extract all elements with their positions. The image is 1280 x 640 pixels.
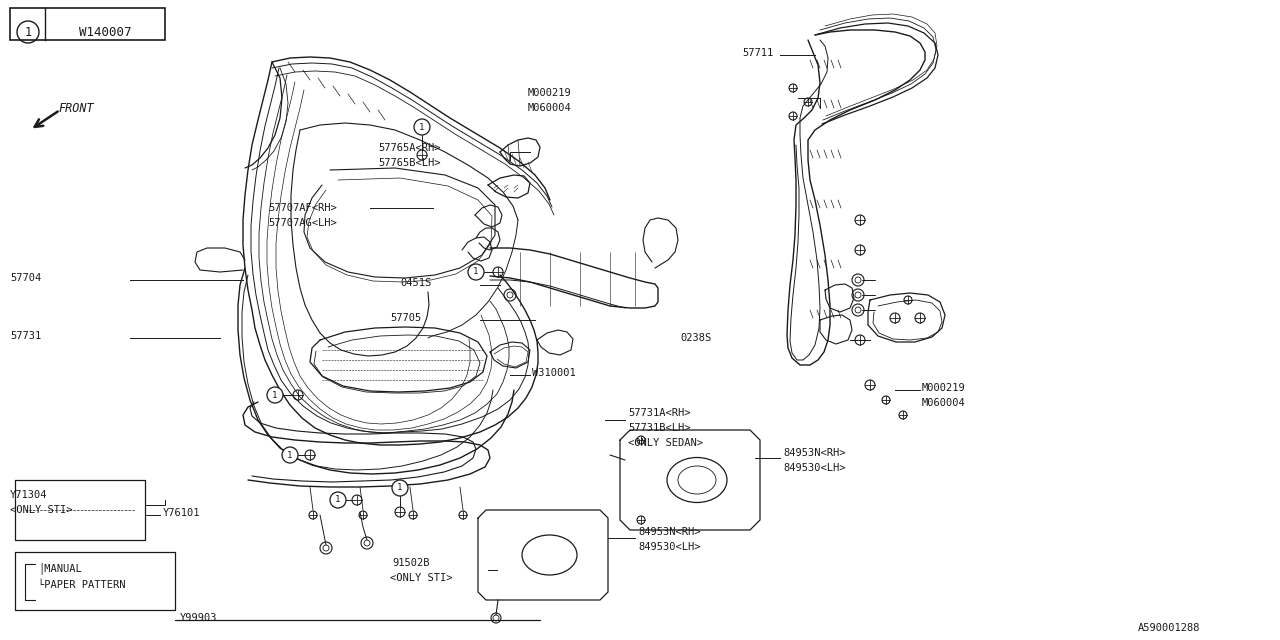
Text: 57765B<LH>: 57765B<LH> (378, 158, 440, 168)
Circle shape (330, 492, 346, 508)
Text: 57711: 57711 (742, 48, 773, 58)
Text: 57731A<RH>: 57731A<RH> (628, 408, 690, 418)
Text: 84953N<RH>: 84953N<RH> (637, 527, 700, 537)
Text: 0238S: 0238S (680, 333, 712, 343)
Circle shape (468, 264, 484, 280)
Text: M060004: M060004 (922, 398, 965, 408)
Text: <ONLY STI>: <ONLY STI> (10, 505, 73, 515)
Text: 91502B: 91502B (392, 558, 430, 568)
Bar (10, 8, 165, 40)
Text: Y71304: Y71304 (10, 490, 47, 500)
Text: M000219: M000219 (529, 88, 572, 98)
Circle shape (392, 480, 408, 496)
Text: W140007: W140007 (79, 26, 132, 38)
Text: └PAPER PATTERN: └PAPER PATTERN (38, 580, 125, 590)
Circle shape (268, 387, 283, 403)
Text: 57707AG<LH>: 57707AG<LH> (268, 218, 337, 228)
Text: 1: 1 (335, 495, 340, 504)
Text: 849530<LH>: 849530<LH> (783, 463, 846, 473)
Circle shape (413, 119, 430, 135)
Text: 0451S: 0451S (399, 278, 431, 288)
Text: W310001: W310001 (532, 368, 576, 378)
Text: 1: 1 (24, 26, 32, 38)
Text: Y99903: Y99903 (180, 613, 218, 623)
Text: 57731B<LH>: 57731B<LH> (628, 423, 690, 433)
Text: 1: 1 (474, 268, 479, 276)
Text: <ONLY STI>: <ONLY STI> (390, 573, 453, 583)
Text: 57765A<RH>: 57765A<RH> (378, 143, 440, 153)
Text: <ONLY SEDAN>: <ONLY SEDAN> (628, 438, 703, 448)
Text: 57705: 57705 (390, 313, 421, 323)
Text: 1: 1 (420, 122, 425, 131)
Text: FRONT: FRONT (58, 102, 93, 115)
Text: 84953N<RH>: 84953N<RH> (783, 448, 846, 458)
Text: 1: 1 (287, 451, 293, 460)
Text: 1: 1 (273, 390, 278, 399)
Text: M060004: M060004 (529, 103, 572, 113)
Circle shape (282, 447, 298, 463)
Text: A590001288: A590001288 (1138, 623, 1201, 633)
Text: 1: 1 (397, 483, 403, 493)
Text: M000219: M000219 (922, 383, 965, 393)
Text: │MANUAL: │MANUAL (38, 562, 82, 574)
Text: 57707AF<RH>: 57707AF<RH> (268, 203, 337, 213)
Text: Y76101: Y76101 (163, 508, 201, 518)
Text: 57704: 57704 (10, 273, 41, 283)
Text: 57731: 57731 (10, 331, 41, 341)
Text: 849530<LH>: 849530<LH> (637, 542, 700, 552)
